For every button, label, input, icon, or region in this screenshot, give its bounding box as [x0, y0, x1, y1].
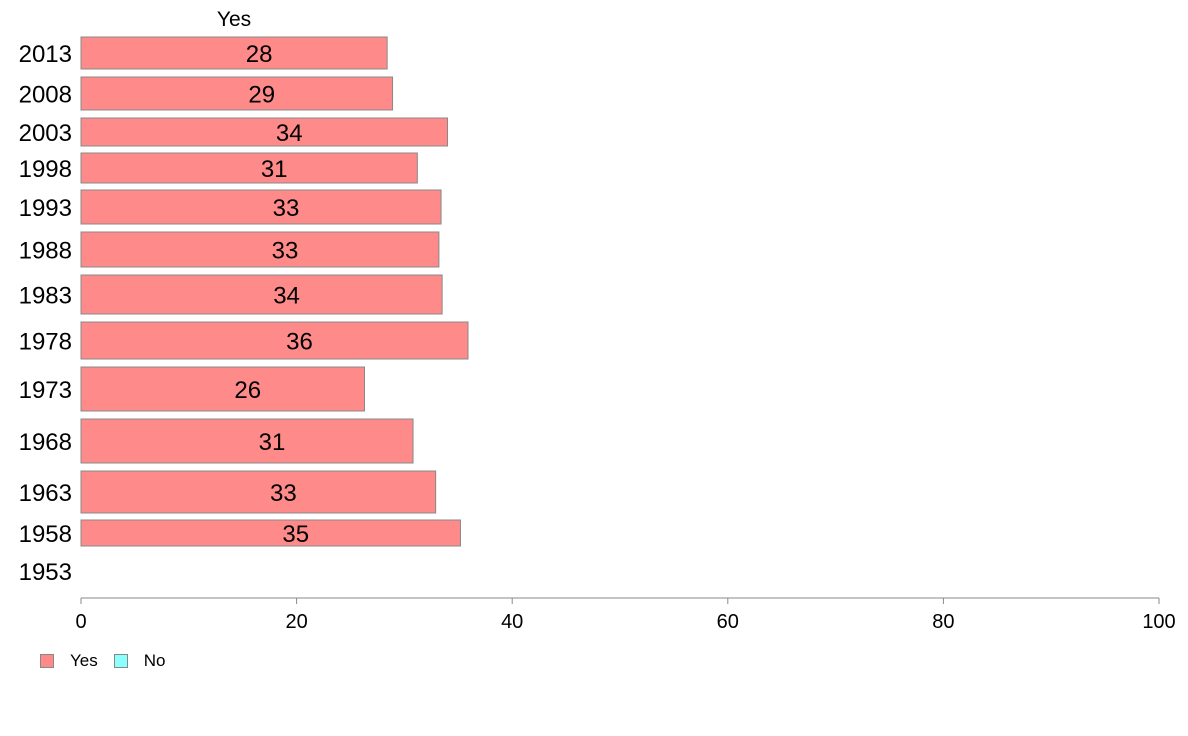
top-label: Yes: [217, 8, 251, 31]
bar: [80, 470, 437, 514]
y-tick-label: 1968: [19, 429, 72, 456]
bar: [80, 76, 394, 111]
y-tick-label: 2008: [19, 82, 72, 109]
data-label: 31: [261, 156, 288, 183]
data-label: 33: [272, 238, 299, 265]
data-label: 28: [246, 41, 273, 68]
y-tick-label: 2013: [19, 41, 72, 68]
bar: [80, 152, 418, 184]
x-tick-label: 80: [932, 611, 954, 633]
y-tick-label: 1963: [19, 480, 72, 507]
data-label: 26: [234, 377, 261, 404]
legend-item-no: No: [113, 651, 166, 671]
y-tick-label: 1973: [19, 377, 72, 404]
data-label: 33: [270, 480, 297, 507]
data-label: 34: [273, 283, 300, 310]
y-tick-label: 2003: [19, 120, 72, 147]
data-label: 35: [282, 521, 309, 548]
y-tick-label: 1983: [19, 283, 72, 310]
legend-swatch-yes: [40, 654, 54, 668]
y-tick-label: 1993: [19, 195, 72, 222]
bar: [80, 519, 461, 547]
data-label: 36: [286, 329, 313, 356]
legend-swatch-no: [113, 654, 128, 668]
bar: [80, 117, 449, 147]
x-tick-label: 60: [717, 611, 739, 633]
x-tick-label: 20: [285, 611, 307, 633]
y-tick-label: 1958: [19, 521, 72, 548]
data-label: 29: [248, 82, 275, 109]
data-label: 33: [273, 195, 300, 222]
bar: [80, 418, 414, 464]
x-tick-label: 100: [1142, 611, 1175, 633]
data-label: 34: [276, 120, 303, 147]
data-label: 31: [259, 429, 286, 456]
y-tick-label: 1978: [19, 329, 72, 356]
legend-label-yes: Yes: [70, 651, 98, 670]
legend: Yes No: [40, 651, 181, 671]
bar: [80, 366, 366, 412]
bar: [80, 189, 442, 225]
bar: [80, 36, 388, 70]
bar: [80, 321, 469, 360]
y-tick-label: 1988: [19, 238, 72, 265]
y-tick-label: 1998: [19, 156, 72, 183]
bar: [80, 231, 440, 268]
legend-label-no: No: [143, 651, 166, 670]
bar: [80, 274, 443, 315]
x-tick-label: 40: [501, 611, 523, 633]
y-tick-label: 1953: [19, 559, 72, 586]
legend-item-yes: Yes: [40, 651, 98, 671]
x-tick-label: 0: [75, 611, 86, 633]
